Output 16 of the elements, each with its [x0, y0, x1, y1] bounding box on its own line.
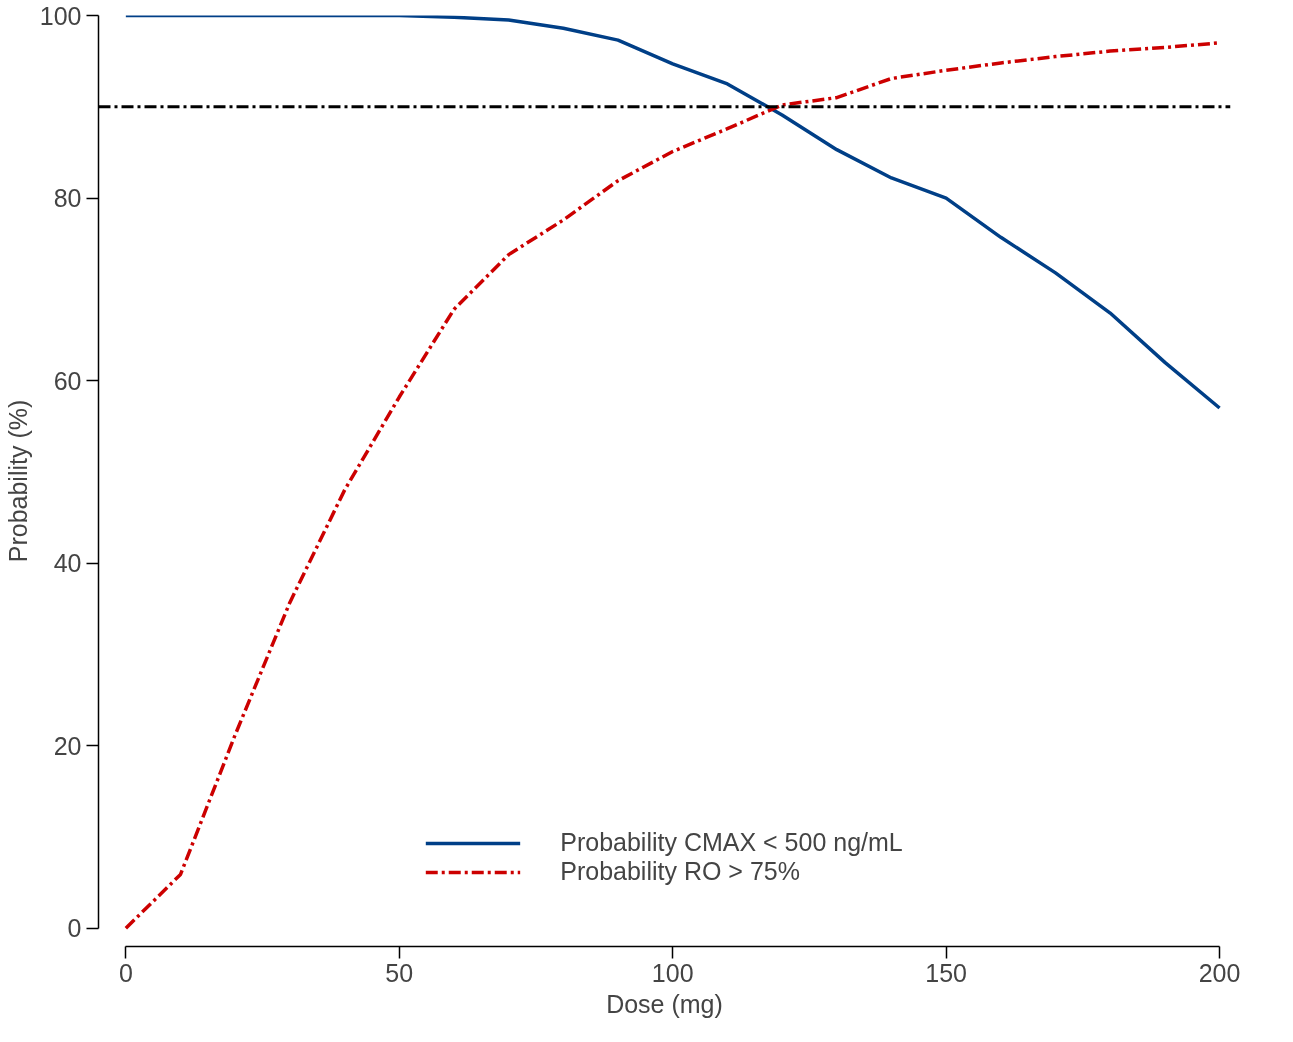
y-tick-label: 80	[53, 184, 82, 213]
x-tick-label: 50	[385, 958, 414, 987]
x-tick-label: 0	[118, 958, 133, 987]
x-tick-label: 100	[651, 958, 694, 987]
y-tick-label: 100	[39, 1, 82, 30]
y-tick-label: 20	[53, 731, 82, 760]
line-series	[124, 15, 1222, 410]
y-axis-title: Probability (%)	[3, 399, 32, 563]
y-tick-label: 40	[53, 549, 82, 578]
x-axis-title: Dose (mg)	[606, 989, 723, 1018]
x-tick-label: 150	[925, 958, 967, 987]
y-tick-label: 0	[67, 914, 82, 943]
y-tick-label: 60	[53, 366, 82, 395]
legend-label: Probability CMAX < 500 ng/mL	[560, 828, 903, 857]
x-tick-label: 200	[1198, 958, 1241, 987]
legend-label: Probability RO > 75%	[560, 857, 800, 886]
